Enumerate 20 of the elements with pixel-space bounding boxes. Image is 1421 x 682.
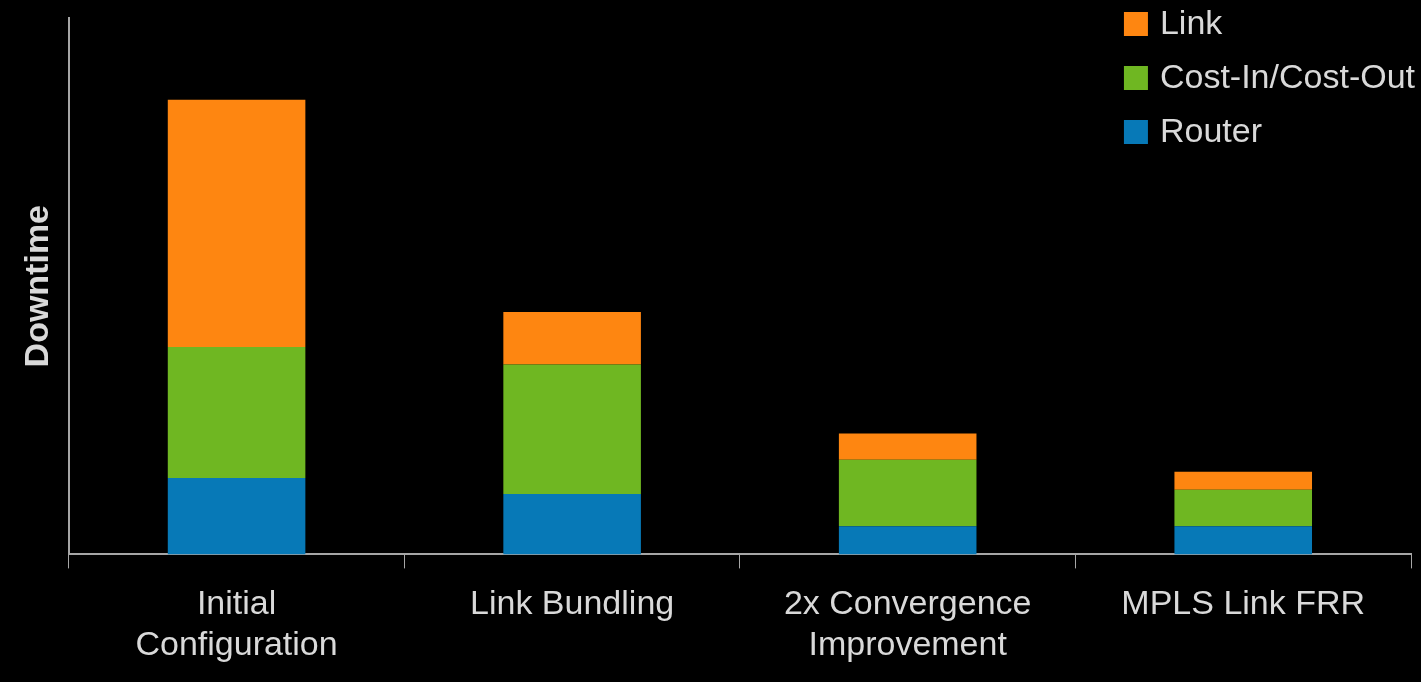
bar bbox=[838, 459, 977, 527]
x-tick-label: 2x Convergence Improvement bbox=[783, 583, 1032, 662]
x-tick-label: Initial Configuration bbox=[135, 583, 338, 662]
bar bbox=[167, 478, 306, 555]
bar bbox=[838, 526, 977, 555]
x-tick-label: MPLS Link FRR bbox=[1121, 583, 1366, 622]
y-axis-title: Downtime bbox=[16, 204, 55, 368]
bar bbox=[1174, 526, 1313, 555]
bar bbox=[1174, 471, 1313, 490]
bar bbox=[167, 99, 306, 348]
bar bbox=[503, 312, 641, 365]
legend-label: Link bbox=[1159, 3, 1224, 42]
bar bbox=[1174, 489, 1313, 527]
legend-label: Router bbox=[1159, 111, 1262, 150]
bar bbox=[503, 364, 641, 494]
bar bbox=[838, 433, 977, 460]
x-tick-label: Link Bundling bbox=[470, 583, 675, 622]
bar bbox=[167, 347, 306, 479]
bar bbox=[503, 493, 641, 555]
legend-label: Cost-In/Cost-Out bbox=[1159, 57, 1416, 96]
